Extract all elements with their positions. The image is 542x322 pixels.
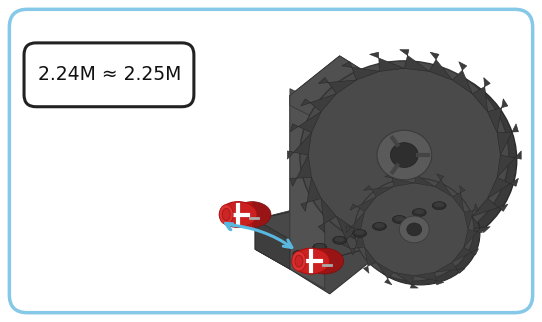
Polygon shape	[255, 195, 459, 269]
Polygon shape	[414, 272, 444, 285]
Ellipse shape	[377, 130, 431, 180]
Polygon shape	[435, 262, 465, 273]
Polygon shape	[379, 239, 409, 260]
Polygon shape	[290, 56, 379, 125]
Polygon shape	[488, 177, 519, 198]
Polygon shape	[452, 247, 479, 262]
Ellipse shape	[390, 143, 418, 167]
Polygon shape	[410, 171, 435, 186]
Polygon shape	[301, 177, 321, 211]
Polygon shape	[497, 151, 521, 177]
Ellipse shape	[432, 202, 446, 210]
Polygon shape	[363, 185, 393, 197]
Ellipse shape	[412, 209, 426, 216]
Ellipse shape	[308, 66, 517, 254]
Polygon shape	[255, 175, 459, 239]
Ellipse shape	[313, 243, 327, 251]
Polygon shape	[472, 78, 490, 112]
Polygon shape	[363, 247, 376, 273]
Polygon shape	[453, 62, 472, 94]
Ellipse shape	[395, 216, 404, 221]
Polygon shape	[290, 56, 379, 294]
Polygon shape	[356, 230, 379, 258]
Polygon shape	[290, 155, 312, 186]
Polygon shape	[255, 175, 459, 269]
Polygon shape	[290, 112, 321, 133]
Polygon shape	[385, 174, 414, 186]
Ellipse shape	[399, 216, 429, 243]
Polygon shape	[376, 262, 393, 285]
Ellipse shape	[220, 204, 233, 224]
Ellipse shape	[407, 223, 422, 236]
Ellipse shape	[392, 215, 406, 223]
Ellipse shape	[295, 255, 303, 267]
Polygon shape	[497, 124, 519, 155]
Polygon shape	[238, 202, 252, 227]
Ellipse shape	[315, 244, 325, 249]
Ellipse shape	[220, 202, 257, 227]
Ellipse shape	[292, 251, 306, 271]
Ellipse shape	[292, 248, 330, 274]
Ellipse shape	[360, 182, 480, 285]
Polygon shape	[290, 89, 325, 289]
Polygon shape	[318, 78, 356, 94]
Polygon shape	[429, 52, 453, 80]
Polygon shape	[370, 52, 404, 71]
Polygon shape	[488, 99, 508, 133]
Ellipse shape	[353, 229, 366, 237]
Polygon shape	[472, 198, 508, 216]
Ellipse shape	[372, 223, 386, 231]
Polygon shape	[350, 197, 376, 212]
Ellipse shape	[333, 236, 347, 244]
Ellipse shape	[306, 248, 344, 274]
FancyBboxPatch shape	[24, 43, 194, 107]
Polygon shape	[337, 216, 356, 248]
Ellipse shape	[222, 209, 230, 221]
Ellipse shape	[354, 230, 365, 235]
Polygon shape	[350, 229, 365, 255]
Ellipse shape	[334, 237, 345, 242]
Ellipse shape	[293, 250, 307, 258]
Polygon shape	[287, 133, 312, 159]
Polygon shape	[404, 239, 439, 258]
Polygon shape	[464, 226, 482, 247]
Ellipse shape	[295, 251, 305, 256]
Ellipse shape	[434, 202, 444, 207]
Polygon shape	[399, 50, 429, 71]
Polygon shape	[464, 204, 479, 229]
FancyBboxPatch shape	[9, 9, 533, 313]
Ellipse shape	[354, 178, 474, 281]
Ellipse shape	[300, 61, 509, 249]
Polygon shape	[429, 230, 467, 248]
Polygon shape	[301, 94, 337, 112]
Text: 2.24M ≈ 2.25M: 2.24M ≈ 2.25M	[37, 65, 181, 84]
Ellipse shape	[233, 202, 271, 227]
Polygon shape	[435, 174, 452, 197]
Polygon shape	[346, 212, 365, 233]
Ellipse shape	[375, 223, 384, 228]
Polygon shape	[318, 198, 337, 232]
Ellipse shape	[414, 209, 424, 214]
Polygon shape	[452, 185, 465, 212]
Polygon shape	[393, 272, 418, 288]
Polygon shape	[255, 220, 290, 269]
Polygon shape	[342, 62, 379, 80]
Polygon shape	[453, 216, 490, 232]
